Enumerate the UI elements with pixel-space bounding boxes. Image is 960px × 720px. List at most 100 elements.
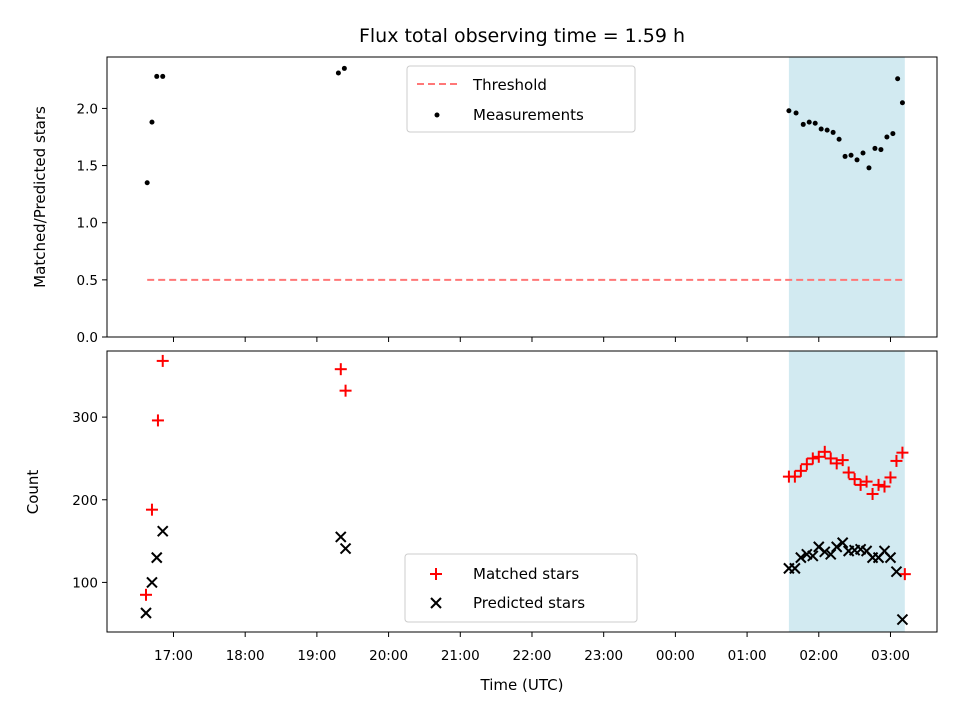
x-tick-label: 23:00: [584, 648, 623, 664]
legend-predicted-swatch: [430, 597, 442, 609]
matched-stars-point: [872, 478, 885, 491]
matched-stars-point: [890, 454, 903, 467]
predicted-stars-point: [890, 565, 903, 578]
measurement-point: [890, 131, 896, 137]
top-highlight-rect: [788, 57, 905, 337]
bottom-y-tick-label: 300: [72, 410, 98, 426]
measurement-point: [842, 153, 848, 159]
chart-title: Flux total observing time = 1.59 h: [359, 25, 685, 47]
legend-matched-swatch: [430, 568, 442, 580]
measurement-point: [866, 165, 872, 171]
x-stroke-b: [819, 546, 831, 558]
bottom-highlight-band: [788, 351, 905, 632]
x-tick-label: 03:00: [871, 648, 910, 664]
matched-stars-point: [836, 454, 849, 467]
top-legend: Threshold Measurements: [406, 65, 636, 133]
predicted-stars-point: [831, 541, 843, 553]
matched-stars-point: [896, 446, 909, 459]
x-stroke-b: [807, 550, 819, 562]
x-tick-label: 02:00: [799, 648, 838, 664]
matched-stars-point: [794, 464, 807, 477]
x-stroke-b: [146, 576, 158, 589]
bottom-legend: Matched stars Predicted stars: [404, 553, 638, 623]
x-stroke-b: [813, 541, 825, 553]
x-stroke-b: [854, 543, 867, 556]
measurement-point: [800, 121, 806, 127]
x-stroke-b: [884, 551, 897, 564]
x-tick-label: 01:00: [728, 648, 767, 664]
bottom-plot-frame: [106, 350, 938, 633]
top-y-axis-label: Matched/Predicted stars: [31, 106, 49, 288]
matched-stars-point: [800, 458, 813, 471]
x-stroke-b: [795, 551, 807, 564]
measurement-point: [824, 127, 830, 133]
legend-measurements-label: Measurements: [473, 106, 584, 124]
x-stroke-b: [339, 542, 352, 555]
bottom-legend-box: [404, 553, 638, 623]
bottom-y-tick-label: 200: [72, 493, 98, 509]
top-plot-frame: [106, 56, 938, 338]
x-stroke-b: [335, 531, 347, 543]
predicted-stars-point: [789, 562, 801, 575]
predicted-stars-point: [795, 551, 807, 564]
predicted-stars-point: [151, 551, 163, 564]
x-stroke-b: [860, 545, 873, 557]
measurement-point: [884, 134, 890, 140]
measurement-point: [830, 129, 836, 135]
matched-stars-point: [788, 470, 801, 483]
predicted-stars-point: [339, 542, 352, 555]
x-stroke-b: [878, 545, 891, 557]
measurement-point: [878, 147, 884, 153]
matched-stars-point: [806, 452, 819, 465]
measurement-point: [860, 150, 866, 156]
matched-stars-point: [866, 487, 879, 500]
matched-stars-point: [860, 475, 873, 488]
predicted-stars-point: [884, 551, 897, 564]
bottom-y-axis-label: Count: [24, 470, 42, 515]
x-tick-label: 17:00: [154, 648, 193, 664]
matched-stars-point: [818, 445, 831, 458]
x-tick-label: 20:00: [369, 648, 408, 664]
measurement-point: [806, 119, 812, 125]
legend-predicted-label: Predicted stars: [473, 594, 585, 612]
matched-stars-point: [878, 480, 891, 493]
predicted-stars-point: [335, 531, 347, 543]
matched-stars-point: [898, 568, 911, 581]
measurements-series: [144, 65, 905, 186]
bottom-y-axis: 100 200 300: [72, 410, 107, 591]
x-stroke-b: [140, 607, 152, 619]
matched-stars-point: [842, 466, 855, 479]
x-tick-label: 19:00: [297, 648, 336, 664]
measurement-point: [812, 120, 818, 126]
predicted-stars-point: [819, 546, 831, 558]
top-y-axis: 0.0 0.5 1.0 1.5 2.0: [77, 101, 107, 346]
measurement-point: [144, 180, 150, 186]
x-tick-label: 22:00: [513, 648, 552, 664]
x-tick-label: 18:00: [226, 648, 265, 664]
predicted-stars-point: [157, 525, 169, 537]
legend-matched-label: Matched stars: [473, 565, 579, 583]
measurement-point: [872, 145, 878, 151]
x-stroke-b: [890, 565, 903, 578]
bottom-highlight-rect: [788, 351, 905, 632]
x-stroke-b: [825, 548, 837, 561]
predicted-stars-point: [836, 537, 849, 549]
measurement-point: [786, 108, 792, 114]
bottom-x-axis: 17:00 18:00 19:00 20:00 21:00 22:00 23:00 00:00…: [154, 632, 910, 664]
measurement-point: [854, 157, 860, 163]
top-x-axis: [172, 337, 891, 342]
predicted-stars-point: [140, 607, 152, 619]
measurement-point: [848, 152, 854, 158]
matched-stars-point: [151, 414, 164, 427]
x-tick-label: 00:00: [656, 648, 695, 664]
top-y-tick-label: 2.0: [77, 101, 98, 117]
matched-stars-point: [145, 503, 158, 516]
top-y-tick-label: 1.0: [77, 216, 98, 232]
x-stroke-b: [896, 613, 909, 626]
matched-stars-point: [339, 384, 352, 397]
top-y-tick-label: 0.5: [77, 273, 98, 289]
x-stroke-b: [789, 562, 801, 575]
matched-stars-point: [848, 473, 861, 486]
legend-threshold-label: Threshold: [472, 76, 547, 94]
